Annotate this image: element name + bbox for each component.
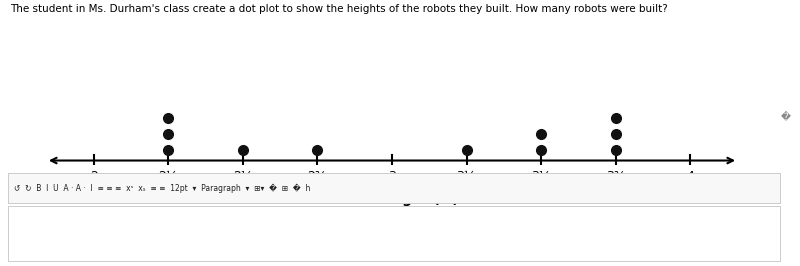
Text: The student in Ms. Durham's class create a dot plot to show the heights of the r: The student in Ms. Durham's class create… [10, 4, 667, 14]
X-axis label: Robot Height (ft): Robot Height (ft) [325, 192, 459, 206]
Text: ↺  ↻  B  I  U  A · Α ·  Ι  ≡ ≡ ≡  xˢ  xₛ  ≡ ≡  12pt  ▾  Paragraph  ▾  ⊞▾  �  ⊞  : ↺ ↻ B I U A · Α · Ι ≡ ≡ ≡ xˢ xₛ ≡ ≡ 12pt… [14, 184, 310, 193]
Text: �: � [781, 112, 790, 122]
